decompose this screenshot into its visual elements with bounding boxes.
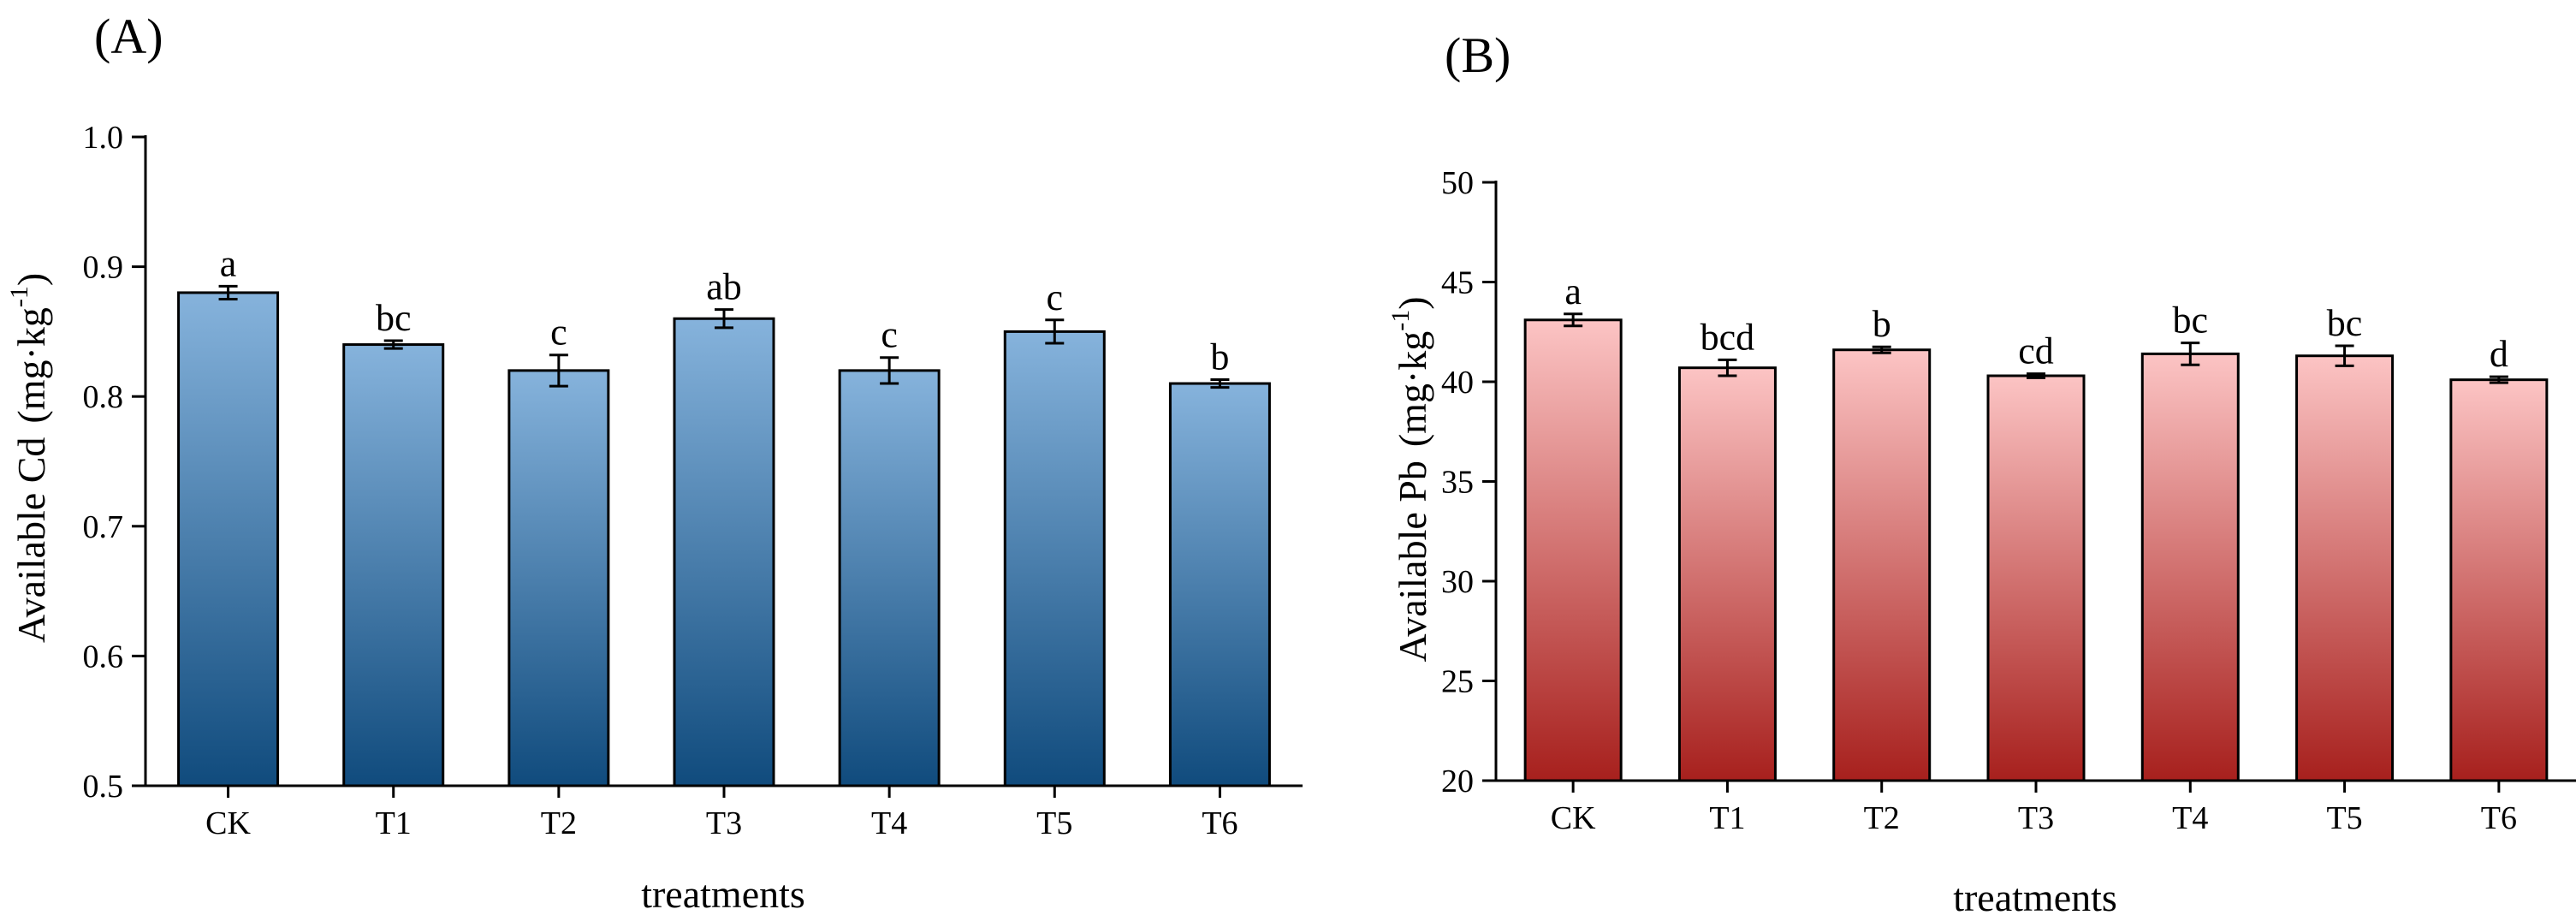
panel-b-bar-t3 (1986, 374, 2086, 782)
panel-a-significance-label: b (1210, 336, 1229, 377)
panel-b-y-tick-label: 20 (1441, 764, 1474, 799)
panel-b-y-axis-title-sup: -1 (1386, 310, 1415, 331)
panel-b-significance-label: cd (2018, 330, 2054, 372)
panel-b-x-tick-label: T5 (2326, 800, 2362, 836)
panel-a-y-tick-label: 0.7 (83, 509, 124, 545)
panel-b-x-axis-title: treatments (1953, 876, 2117, 919)
panel-a-x-tick-label: T3 (706, 805, 742, 841)
panel-b-y-axis-title: Available Pb (mg·kg-1) (1386, 296, 1434, 662)
panel-a-y-axis-title-main: Available Cd (9, 437, 53, 644)
panel-b-significance-label: a (1564, 270, 1582, 312)
panel-b-x-tick-label: CK (1551, 800, 1596, 836)
panel-a-y-tick-label: 0.8 (83, 379, 124, 415)
panel-a-x-tick-label: T5 (1036, 805, 1072, 841)
panel-a-x-tick-label: T1 (376, 805, 412, 841)
panel-a-x-tick-label: T6 (1202, 805, 1238, 841)
panel-b-bar-ck (1523, 318, 1623, 782)
panel-b-significance-label: d (2490, 333, 2508, 375)
panel-a-significance-label: a (220, 242, 237, 284)
panel-a-y-tick-label: 0.6 (83, 639, 124, 674)
panel-b-y-tick-label: 30 (1441, 564, 1474, 600)
panel-b-bar-t1 (1677, 366, 1777, 782)
panel-b-y-axis-title-main: Available Pb (1391, 460, 1434, 662)
panel-a-significance-label: c (1047, 276, 1064, 318)
panel-a-significance-label: ab (706, 266, 742, 308)
panel-b-bar-t6 (2449, 378, 2549, 782)
panel-a-significance-label: bc (376, 297, 412, 339)
panel-a-y-axis-title: Available Cd (mg·kg-1) (5, 273, 53, 643)
panel-b-bar-t2 (1832, 348, 1932, 782)
panel-b-significance-label: bc (2173, 300, 2209, 342)
panel-a-bar-t2 (507, 369, 610, 787)
panel-a-x-tick-label: T4 (871, 805, 907, 841)
panel-a-label: (A) (94, 9, 163, 64)
panel-b: (B) 20 25 30 35 40 45 50 a CK bcd T1 b T2 cd T3 bc T4 bc T… (1386, 27, 2576, 919)
panel-b-x-tick-label: T4 (2172, 800, 2208, 836)
panel-a-plot: 0.5 0.6 0.7 0.8 0.9 1.0 a CK bc T1 c T2 ab T3 c T4 c T5 b T… (83, 120, 1303, 841)
panel-a-bar-ck (177, 291, 280, 787)
panel-a-bar-t4 (838, 369, 941, 787)
panel-a-x-tick-label: T2 (541, 805, 577, 841)
panel-a-bar-t6 (1168, 382, 1271, 787)
panel-b-label: (B) (1445, 27, 1511, 83)
panel-a-y-axis-title-close: ) (9, 273, 53, 286)
panel-b-bar-t4 (2140, 352, 2240, 782)
panel-b-y-tick-label: 50 (1441, 165, 1474, 201)
panel-a-y-tick-label: 0.9 (83, 250, 124, 286)
panel-a-y-axis-title-unit: (mg·kg (9, 307, 53, 423)
panel-b-y-axis-title-unit: (mg·kg (1391, 331, 1434, 447)
panel-a-bar-t5 (1003, 330, 1106, 787)
panel-a-y-axis-title-sup: -1 (5, 286, 33, 307)
panel-b-x-tick-label: T2 (1864, 800, 1900, 836)
panel-a-x-tick-label: CK (205, 805, 251, 841)
panel-b-x-tick-label: T6 (2481, 800, 2517, 836)
panel-a-significance-label: c (881, 314, 898, 356)
panel-b-significance-label: b (1873, 303, 1891, 345)
panel-b-bar-t5 (2295, 354, 2395, 782)
panel-b-x-tick-label: T3 (2018, 800, 2054, 836)
panel-a-x-axis-title: treatments (641, 872, 805, 916)
panel-b-x-tick-label: T1 (1709, 800, 1745, 836)
panel-b-plot: 20 25 30 35 40 45 50 a CK bcd T1 b T2 cd T3 bc T4 bc T5 d T6 (1441, 165, 2576, 836)
panel-b-y-axis-title-close: ) (1391, 296, 1434, 309)
panel-a-y-tick-label: 0.5 (83, 769, 124, 805)
panel-b-y-tick-label: 35 (1441, 465, 1474, 501)
panel-a-bar-t1 (342, 343, 445, 787)
panel-a-bar-t3 (673, 317, 775, 787)
panel-a: (A) 0.5 0.6 0.7 0.8 0.9 1.0 a CK bc T1 c T2 ab T3 c T4 c… (5, 9, 1303, 916)
panel-b-y-tick-label: 45 (1441, 265, 1474, 301)
panel-b-significance-label: bc (2327, 302, 2363, 344)
panel-b-y-tick-label: 40 (1441, 365, 1474, 401)
panel-a-significance-label: c (550, 312, 567, 354)
panel-b-significance-label: bcd (1701, 316, 1755, 358)
panel-b-y-tick-label: 25 (1441, 664, 1474, 700)
panel-a-y-tick-label: 1.0 (83, 120, 124, 156)
